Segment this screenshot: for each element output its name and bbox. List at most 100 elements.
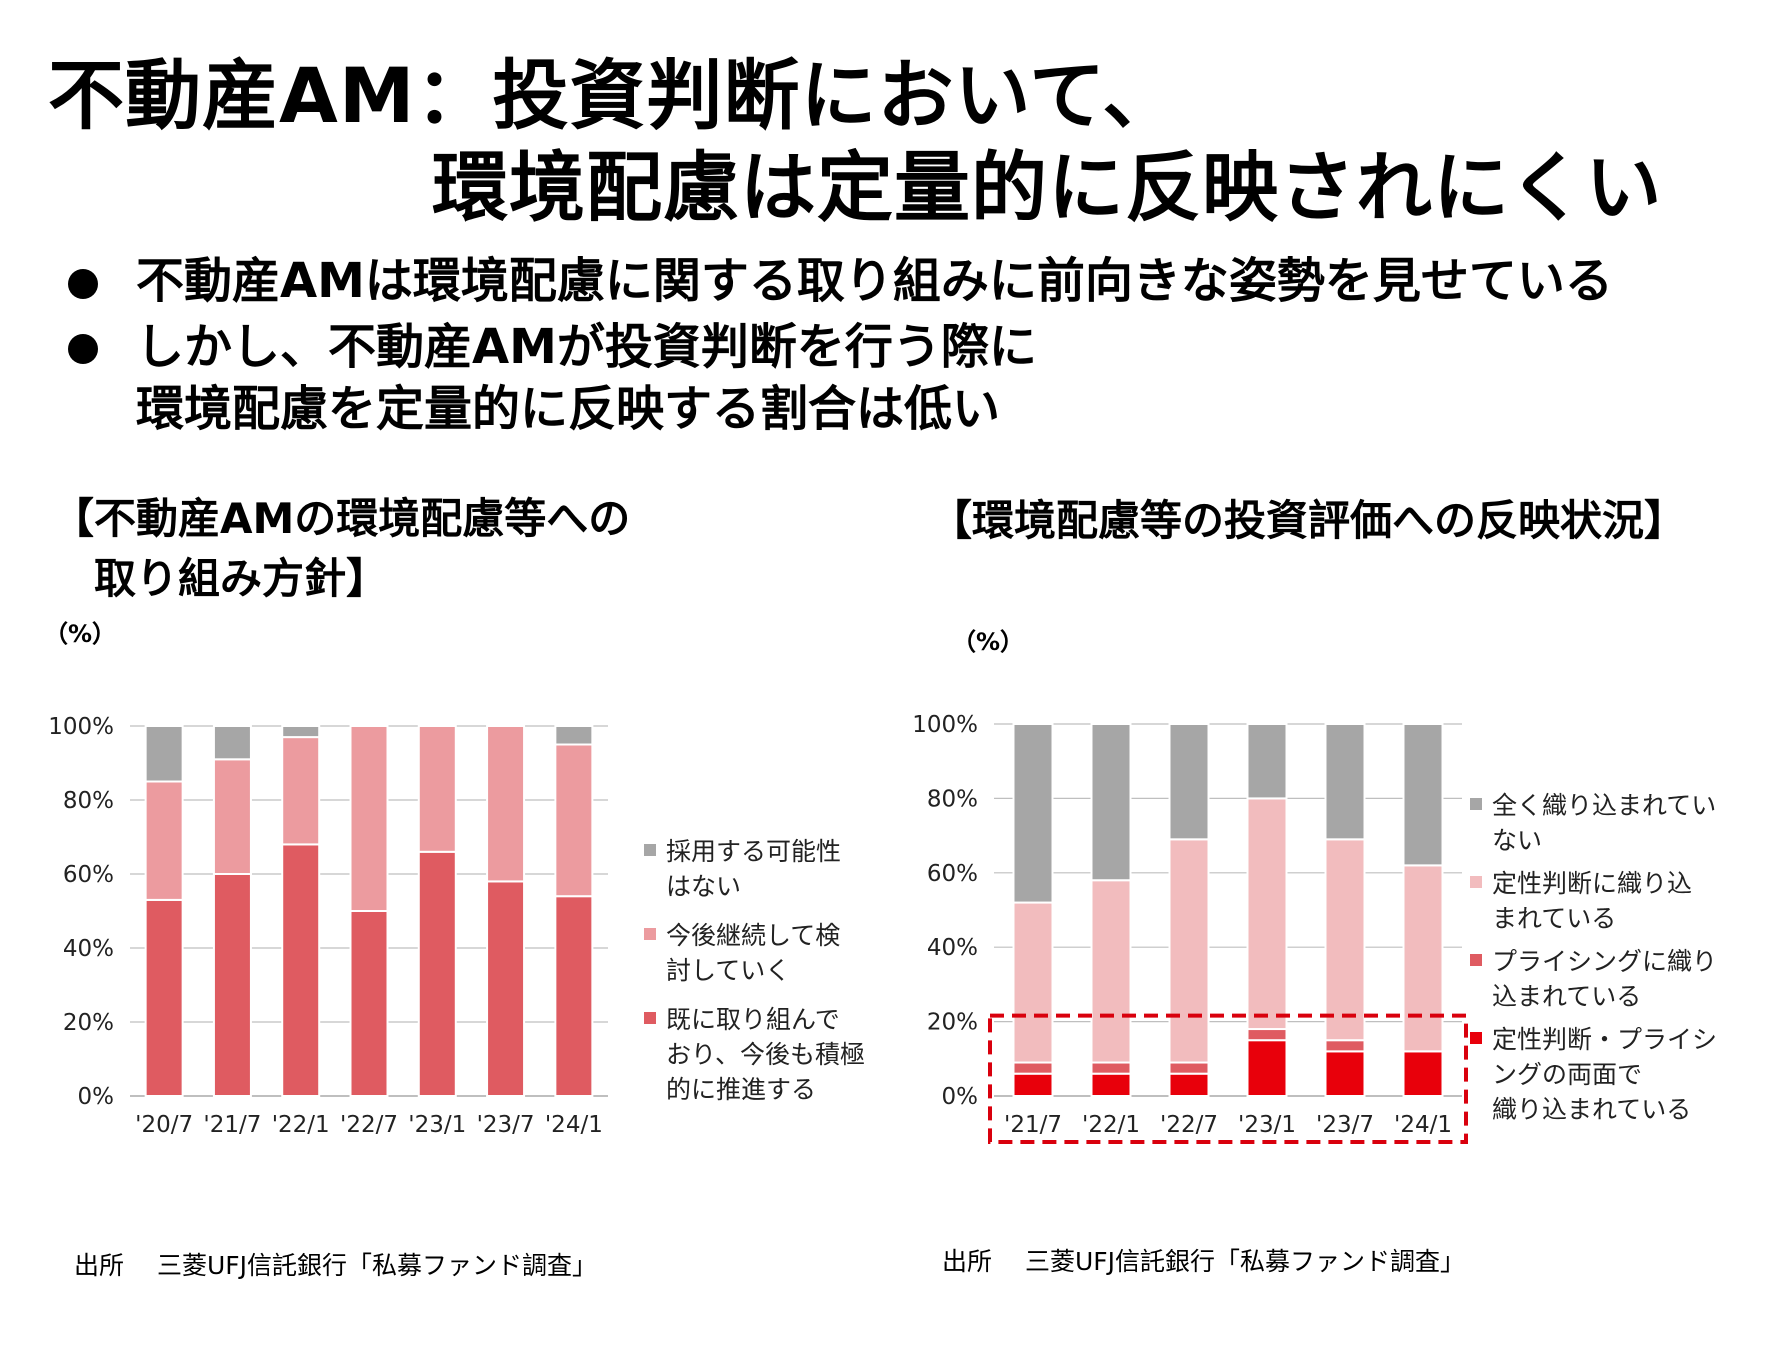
legend-swatch: [644, 1012, 656, 1024]
bullet-dot-1: [68, 269, 98, 299]
bar-segment: [486, 880, 526, 1097]
bar-segment: [212, 758, 252, 875]
legend-swatch: [644, 928, 656, 940]
y-tick-label: 100%: [48, 714, 114, 740]
x-tick-label: '23/1: [408, 1112, 466, 1138]
bar-segment: [144, 725, 184, 783]
bar-segment: [1324, 1050, 1366, 1097]
legend-label: 既に取り組んで: [666, 1005, 840, 1034]
right-chart-unit: （%）: [952, 628, 1025, 656]
left-chart-heading-line-2: 取り組み方針】: [52, 554, 389, 603]
legend-label: ングの両面で: [1492, 1060, 1642, 1089]
legend-label: ない: [1492, 826, 1542, 855]
bar-segment: [349, 910, 389, 1097]
bar-segment: [1168, 1072, 1210, 1097]
bar-segment: [1090, 1072, 1132, 1097]
bar-segment: [1168, 723, 1210, 841]
bar-segment: [1168, 1061, 1210, 1075]
bar-segment: [1246, 1039, 1288, 1098]
legend-label: 織り込まれている: [1492, 1095, 1691, 1124]
bar-segment: [417, 850, 457, 1097]
y-tick-label: 40%: [63, 936, 114, 962]
bar-segment: [1324, 838, 1366, 1042]
y-tick-label: 40%: [927, 935, 978, 961]
legend-swatch: [644, 844, 656, 856]
bullet-dot-2: [68, 334, 98, 364]
highlight-box: [988, 1013, 1468, 1145]
bar-segment: [1246, 797, 1288, 1031]
bar-segment: [1402, 864, 1444, 1053]
x-tick-label: '22/7: [340, 1112, 398, 1138]
bar-segment: [1012, 1072, 1054, 1097]
legend-label: 的に推進する: [666, 1075, 816, 1104]
legend-label: はない: [666, 872, 741, 901]
bar-segment: [1090, 1061, 1132, 1075]
bullet-text-1: 不動産AMは環境配慮に関する取り組みに前向きな姿勢を見せている: [136, 253, 1613, 309]
bullet-text-2-line-1: しかし、不動産AMが投資判断を行う際に: [136, 319, 1037, 375]
bar-segment: [1012, 723, 1054, 904]
legend-swatch: [1470, 798, 1482, 810]
x-tick-label: '20/7: [135, 1112, 193, 1138]
bar-segment: [1402, 723, 1444, 867]
bar-segment: [1246, 723, 1288, 800]
bar-segment: [1090, 723, 1132, 882]
x-tick-label: '23/1: [1238, 1112, 1296, 1138]
legend-label: 定性判断・プライシ: [1492, 1025, 1717, 1054]
left-chart-unit: （%）: [44, 620, 117, 648]
y-tick-label: 80%: [63, 788, 114, 814]
x-tick-label: '22/7: [1160, 1112, 1218, 1138]
legend-swatch: [1470, 1032, 1482, 1044]
legend-label: 込まれている: [1492, 982, 1641, 1011]
bar-segment: [554, 743, 594, 898]
bar-segment: [1246, 1028, 1288, 1042]
y-tick-label: 0%: [942, 1084, 979, 1110]
legend-label: 討していく: [666, 956, 790, 985]
legend-swatch: [1470, 954, 1482, 966]
bar-segment: [281, 843, 321, 1097]
legend-label: おり、今後も積極: [666, 1040, 865, 1069]
bar-segment: [1168, 838, 1210, 1064]
legend-label: 採用する可能性: [666, 837, 841, 866]
bar-segment: [281, 736, 321, 846]
legend-label: まれている: [1492, 904, 1616, 933]
y-tick-label: 0%: [78, 1084, 115, 1110]
bar-segment: [349, 725, 389, 912]
x-tick-label: '23/7: [477, 1112, 535, 1138]
y-tick-label: 20%: [63, 1010, 114, 1036]
legend-swatch: [1470, 876, 1482, 888]
page-title-line-1: 不動産AM：投資判断において、: [48, 51, 1180, 140]
bar-segment: [554, 725, 594, 746]
left-chart-source: 出所 三菱UFJ信託銀行「私募ファンド調査」: [74, 1251, 597, 1280]
x-tick-label: '23/7: [1316, 1112, 1374, 1138]
left-chart-heading-line-1: 【不動産AMの環境配慮等への: [52, 494, 631, 543]
bar-segment: [417, 725, 457, 853]
y-tick-label: 60%: [927, 861, 978, 887]
page-title-line-2: 環境配慮は定量的に反映されにくい: [432, 143, 1663, 232]
y-tick-label: 100%: [912, 712, 978, 738]
bullet-text-2-line-2: 環境配慮を定量的に反映する割合は低い: [136, 381, 1001, 437]
bar-segment: [212, 873, 252, 1097]
bar-segment: [281, 725, 321, 739]
x-tick-label: '22/1: [272, 1112, 330, 1138]
legend-label: 定性判断に織り込: [1492, 869, 1692, 898]
x-tick-label: '22/1: [1082, 1112, 1140, 1138]
bar-segment: [144, 898, 184, 1097]
legend-label: プライシングに織り: [1492, 947, 1717, 976]
x-tick-label: '21/7: [203, 1112, 261, 1138]
bar-segment: [212, 725, 252, 761]
y-tick-label: 20%: [927, 1010, 978, 1036]
y-tick-label: 60%: [63, 862, 114, 888]
y-tick-label: 80%: [927, 786, 978, 812]
legend-label: 今後継続して検: [666, 921, 840, 950]
right-chart-heading: 【環境配慮等の投資評価への反映状況】: [930, 496, 1687, 545]
bar-segment: [1012, 901, 1054, 1064]
right-stacked-bar-chart: 0% 20% 40% 60% 80% 100% '21/7 '22/1 '22/7 '23/1 '2…: [912, 712, 1717, 1145]
bar-segment: [1324, 723, 1366, 841]
right-chart-source: 出所 三菱UFJ信託銀行「私募ファンド調査」: [942, 1247, 1465, 1276]
x-tick-label: '24/1: [1394, 1112, 1452, 1138]
x-tick-label: '24/1: [545, 1112, 603, 1138]
bar-segment: [486, 725, 526, 883]
x-tick-label: '21/7: [1004, 1112, 1062, 1138]
bar-segment: [1324, 1039, 1366, 1053]
left-stacked-bar-chart: 0% 20% 40% 60% 80% 100% '20/7 '21/7 '22/1 '22/7 '2…: [48, 714, 865, 1138]
